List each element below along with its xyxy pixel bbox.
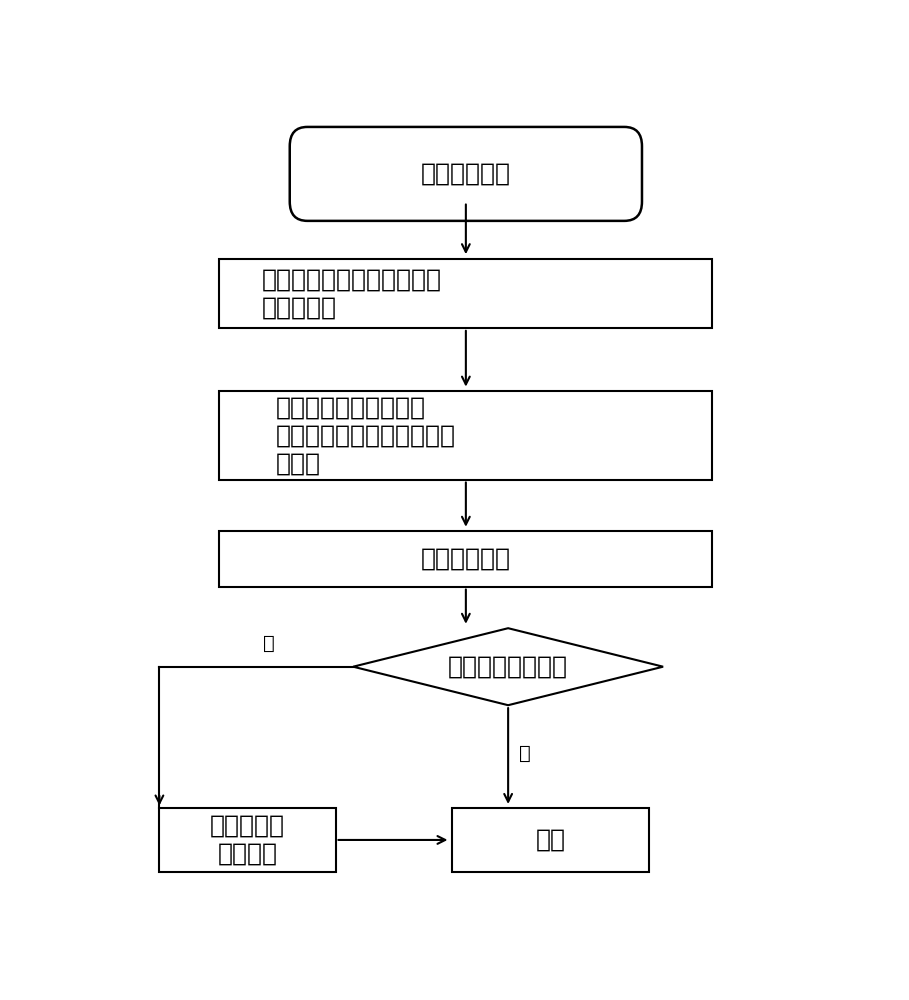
Text: 将用户车辆移送至指定点，
并提示用户: 将用户车辆移送至指定点， 并提示用户	[262, 267, 442, 319]
Text: 用户取车请求: 用户取车请求	[421, 162, 511, 186]
FancyBboxPatch shape	[290, 127, 642, 221]
Text: 识别车辆信息: 识别车辆信息	[421, 547, 511, 571]
Text: 是: 是	[519, 743, 531, 762]
Text: 提示并确认
用户支付: 提示并确认 用户支付	[210, 814, 285, 866]
Text: 放行: 放行	[535, 828, 565, 852]
Text: 判断车辆是否支付: 判断车辆是否支付	[448, 655, 568, 679]
Bar	[452, 808, 649, 872]
Text: 否: 否	[263, 634, 275, 653]
Bar	[219, 259, 713, 328]
Bar	[219, 531, 713, 587]
Text: 将空出的车位信息发送
至信息管理单元；并修改其
状态；: 将空出的车位信息发送 至信息管理单元；并修改其 状态；	[275, 396, 455, 476]
Bar	[159, 808, 335, 872]
Polygon shape	[354, 628, 663, 705]
Bar	[219, 391, 713, 480]
